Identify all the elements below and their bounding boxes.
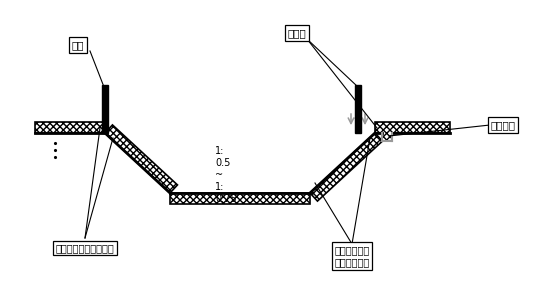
Bar [102, 85, 108, 133]
Text: 0.75: 0.75 [215, 194, 237, 204]
Polygon shape [375, 122, 450, 141]
Text: 1:: 1: [215, 146, 225, 156]
Text: 0.5: 0.5 [215, 158, 230, 168]
Text: 观察坑壁边缘有无裂缝: 观察坑壁边缘有无裂缝 [55, 243, 114, 253]
Polygon shape [310, 133, 382, 201]
Text: 护栏: 护栏 [72, 40, 84, 50]
Polygon shape [105, 125, 178, 193]
Polygon shape [170, 193, 310, 204]
Polygon shape [35, 122, 105, 133]
Text: 设护道: 设护道 [288, 28, 306, 38]
Text: 1:: 1: [215, 182, 225, 192]
Bar [355, 85, 361, 133]
Text: 设截水沟: 设截水沟 [491, 120, 516, 130]
Text: ~: ~ [215, 170, 223, 180]
Text: 观察坑壁边缘
有无松散塔落: 观察坑壁边缘 有无松散塔落 [334, 245, 370, 267]
